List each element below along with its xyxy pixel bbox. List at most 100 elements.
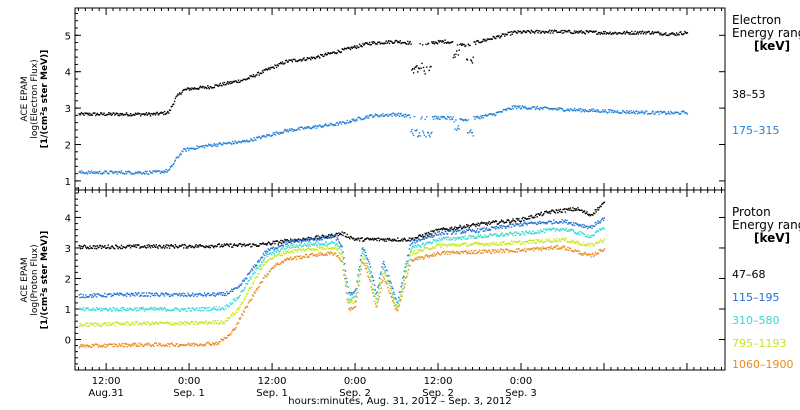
data-point bbox=[547, 211, 549, 213]
data-point bbox=[372, 283, 374, 285]
data-point bbox=[203, 292, 206, 294]
data-point bbox=[188, 323, 191, 325]
data-point bbox=[212, 144, 215, 146]
data-point bbox=[271, 258, 273, 260]
data-point bbox=[233, 288, 235, 290]
data-point bbox=[658, 32, 660, 34]
data-point bbox=[402, 238, 405, 241]
data-point bbox=[256, 72, 259, 74]
data-point bbox=[217, 244, 219, 246]
data-point bbox=[368, 239, 371, 241]
data-point bbox=[314, 125, 316, 127]
data-point bbox=[270, 66, 272, 69]
data-point bbox=[156, 344, 158, 347]
data-point bbox=[482, 252, 484, 254]
data-point bbox=[523, 241, 525, 243]
data-point bbox=[377, 300, 379, 303]
data-point bbox=[617, 33, 619, 35]
data-point bbox=[388, 113, 391, 116]
data-point bbox=[211, 344, 213, 346]
data-point bbox=[169, 244, 172, 247]
data-point bbox=[326, 53, 328, 56]
data-point bbox=[332, 254, 334, 256]
data-point bbox=[336, 52, 338, 54]
data-point bbox=[407, 264, 409, 267]
data-point bbox=[139, 295, 141, 297]
data-point bbox=[195, 87, 197, 90]
data-point bbox=[215, 84, 217, 86]
data-point bbox=[200, 245, 202, 247]
data-point bbox=[534, 242, 537, 244]
data-point bbox=[587, 244, 590, 246]
data-point bbox=[518, 223, 520, 225]
data-point bbox=[622, 110, 625, 112]
data-point bbox=[586, 110, 588, 112]
data-point bbox=[417, 249, 419, 251]
data-point bbox=[93, 293, 95, 295]
data-point bbox=[384, 114, 386, 116]
data-point bbox=[132, 321, 134, 323]
data-point bbox=[345, 283, 347, 285]
data-point bbox=[100, 172, 102, 175]
data-point bbox=[202, 295, 205, 297]
data-point bbox=[112, 307, 114, 309]
data-point bbox=[309, 57, 311, 59]
data-point bbox=[178, 292, 181, 295]
data-point bbox=[174, 307, 177, 309]
data-point bbox=[605, 33, 607, 35]
data-point bbox=[511, 233, 513, 235]
data-point bbox=[344, 280, 347, 283]
data-point bbox=[280, 248, 283, 250]
y-tick-label: 1 bbox=[65, 177, 71, 188]
data-point bbox=[487, 236, 489, 238]
data-point bbox=[246, 141, 249, 143]
data-point bbox=[546, 107, 548, 109]
data-point bbox=[91, 172, 94, 174]
data-point bbox=[319, 246, 322, 249]
data-point bbox=[501, 232, 503, 234]
data-point bbox=[575, 108, 577, 111]
data-point bbox=[581, 32, 583, 34]
data-point bbox=[584, 243, 586, 246]
data-point bbox=[83, 296, 85, 299]
data-point bbox=[325, 235, 328, 238]
data-point bbox=[228, 245, 230, 248]
data-point bbox=[80, 308, 82, 310]
data-point bbox=[599, 111, 601, 113]
data-point bbox=[563, 220, 565, 222]
data-point bbox=[544, 30, 547, 33]
data-point bbox=[183, 344, 185, 346]
data-point bbox=[89, 172, 91, 174]
data-point bbox=[330, 237, 333, 239]
data-point bbox=[95, 114, 97, 117]
data-point bbox=[496, 244, 499, 246]
data-point bbox=[597, 230, 599, 232]
data-point bbox=[597, 110, 600, 112]
data-point bbox=[241, 313, 243, 315]
data-point bbox=[262, 252, 265, 255]
data-point bbox=[187, 343, 189, 345]
data-point bbox=[94, 112, 96, 114]
data-point bbox=[338, 50, 340, 53]
data-point bbox=[525, 31, 528, 33]
data-point bbox=[297, 248, 299, 251]
data-point bbox=[334, 244, 337, 246]
data-point bbox=[95, 343, 97, 345]
data-point bbox=[180, 93, 182, 95]
data-point bbox=[161, 171, 163, 173]
data-point bbox=[291, 128, 294, 130]
data-point bbox=[227, 334, 230, 336]
data-point bbox=[261, 265, 264, 267]
data-point bbox=[434, 41, 436, 43]
data-point bbox=[508, 220, 510, 222]
data-point bbox=[280, 62, 283, 65]
data-point bbox=[468, 244, 470, 247]
data-point bbox=[557, 31, 559, 33]
data-point bbox=[123, 343, 125, 345]
data-point bbox=[470, 230, 473, 233]
data-point bbox=[525, 218, 528, 221]
data-point bbox=[233, 298, 235, 300]
data-point bbox=[458, 229, 460, 231]
data-point bbox=[431, 42, 434, 44]
data-point bbox=[521, 242, 523, 244]
